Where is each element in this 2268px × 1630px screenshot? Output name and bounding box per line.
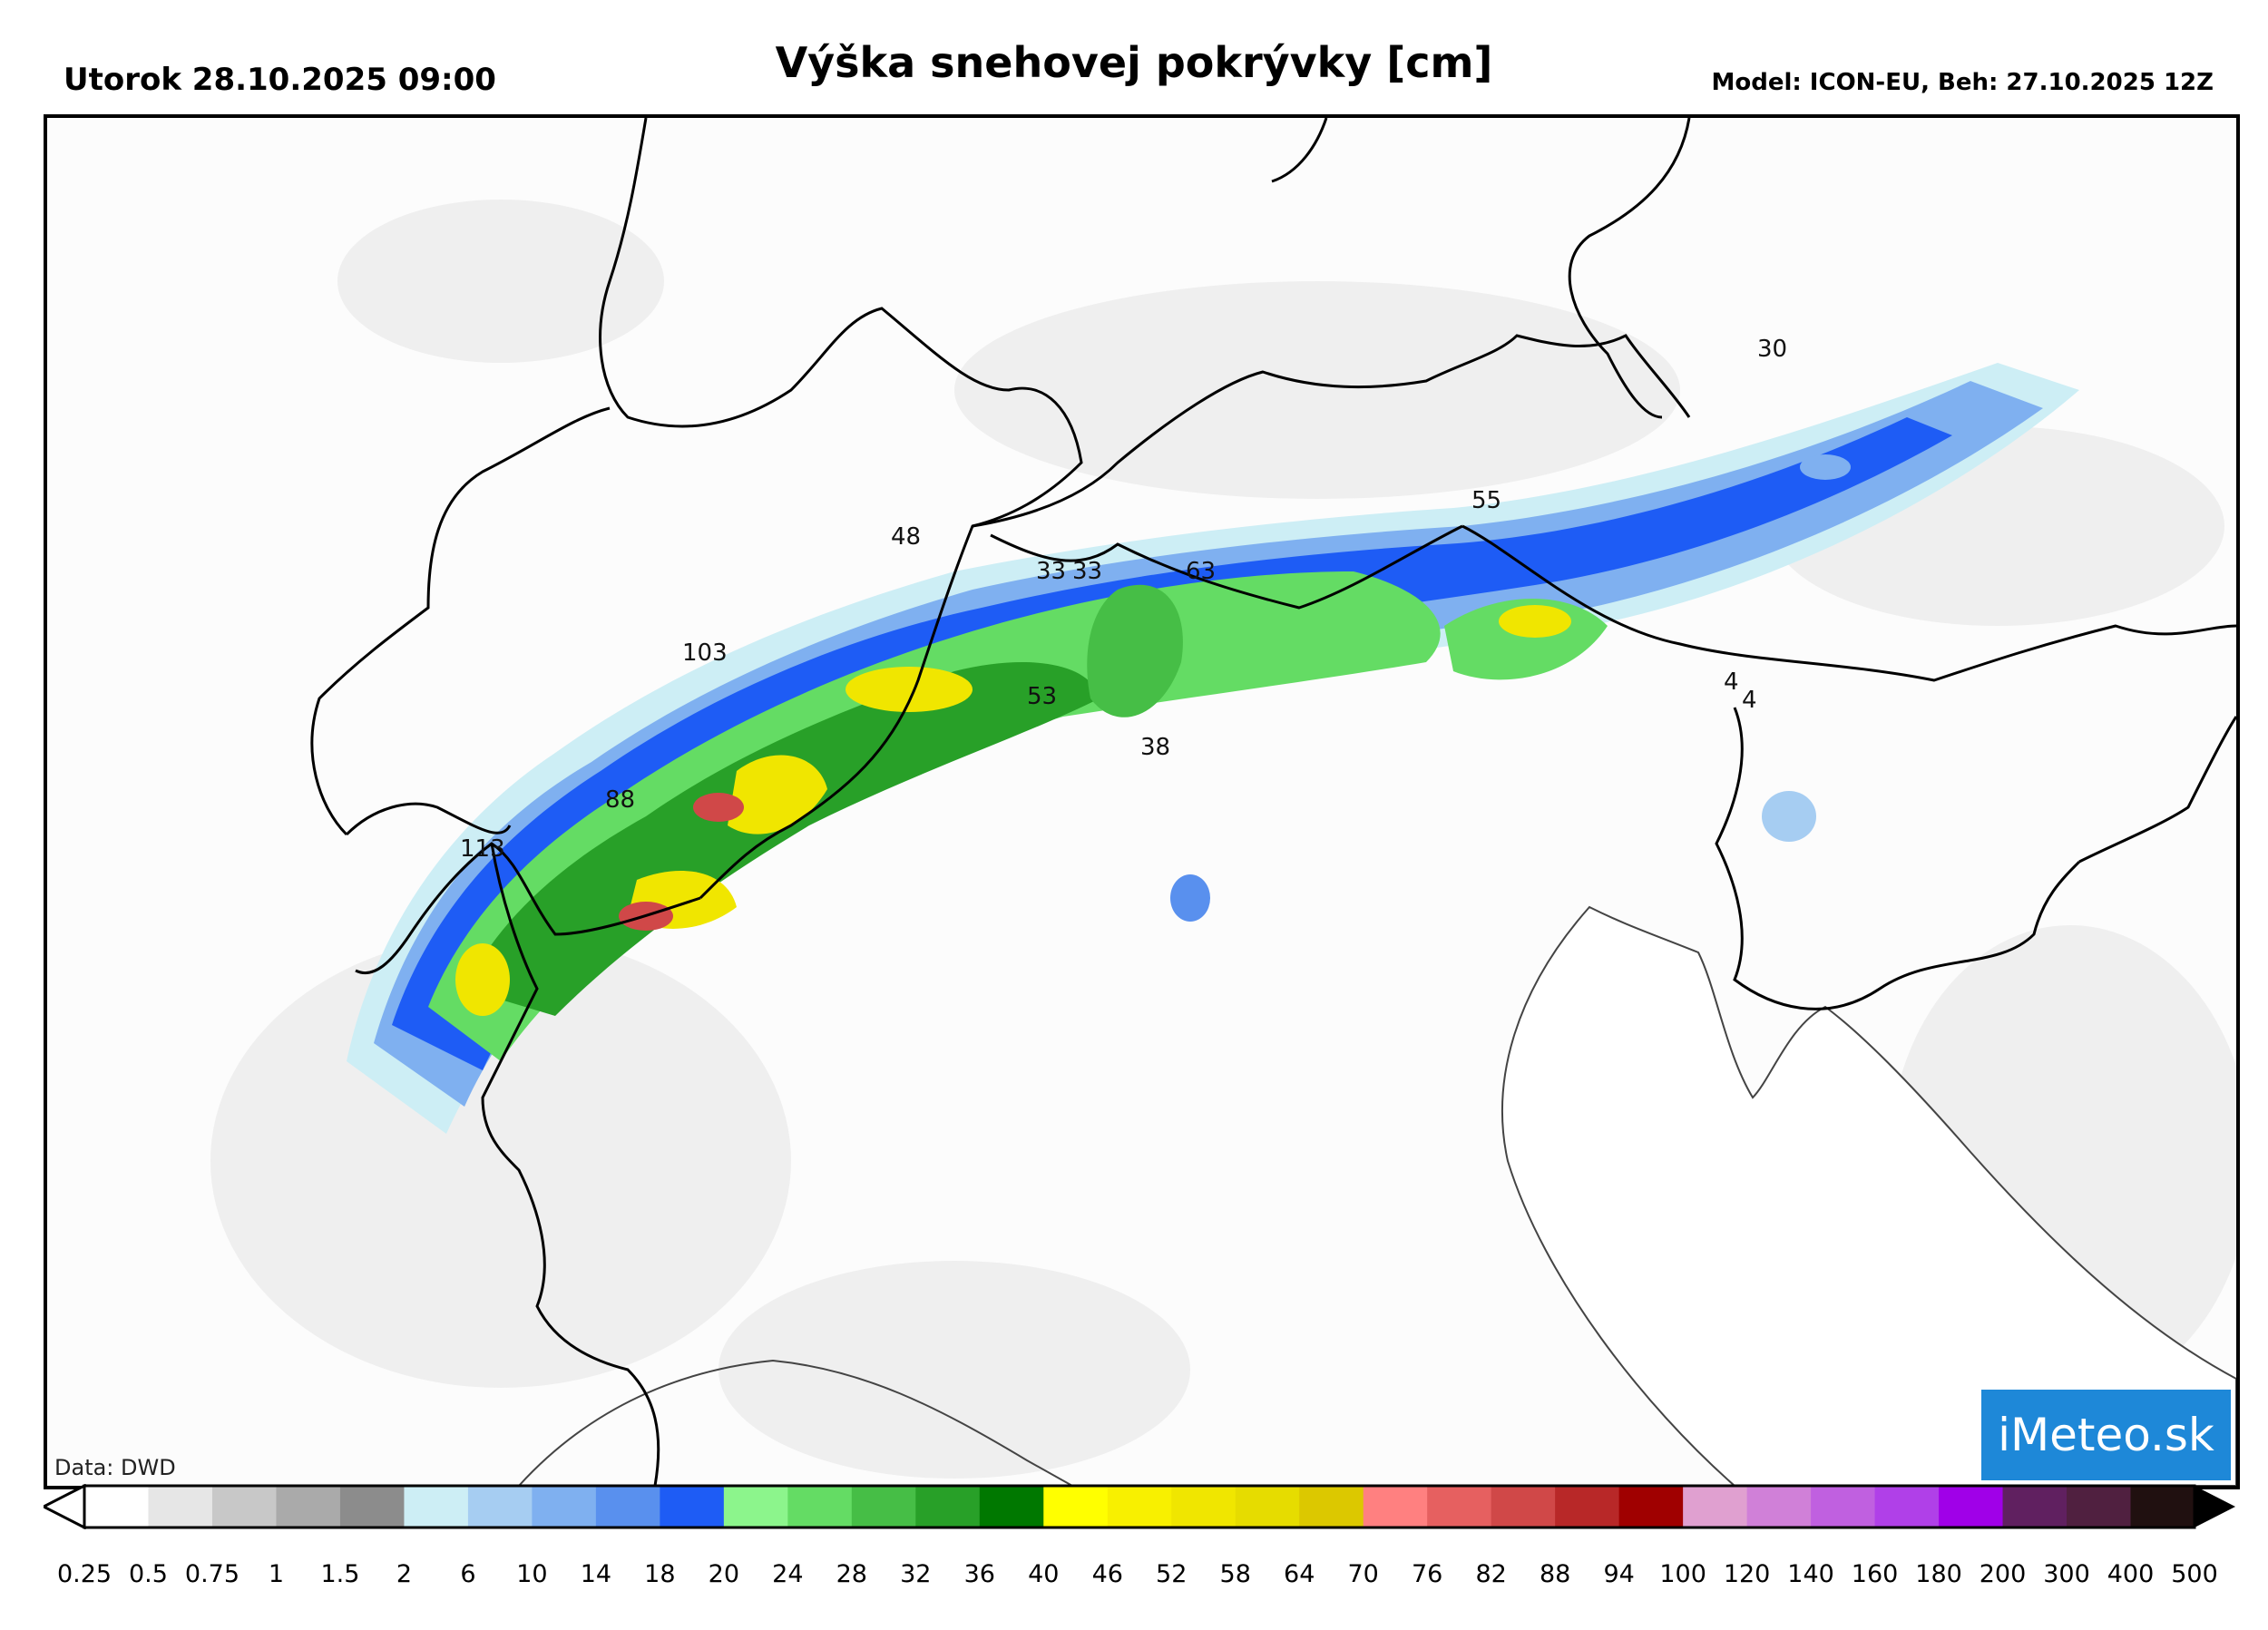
country-borders-west bbox=[310, 406, 701, 1486]
colorbar-tick-label: 46 bbox=[1091, 1560, 1123, 1588]
colorbar-tick-label: 140 bbox=[1787, 1560, 1834, 1588]
colorbar-segment bbox=[1299, 1486, 1364, 1528]
colorbar-tick-label: 18 bbox=[644, 1560, 676, 1588]
colorbar-segment bbox=[915, 1486, 981, 1528]
country-borders bbox=[599, 118, 2236, 1010]
colorbar-tick-label: 400 bbox=[2107, 1560, 2155, 1588]
colorbar-segment bbox=[787, 1486, 853, 1528]
colorbar-segment bbox=[979, 1486, 1044, 1528]
colorbar-segment bbox=[2067, 1486, 2132, 1528]
value-label: 113 bbox=[460, 835, 505, 863]
colorbar-segment bbox=[1874, 1486, 1940, 1528]
colorbar-tick-label: 70 bbox=[1347, 1560, 1379, 1588]
colorbar-segment bbox=[723, 1486, 788, 1528]
value-label: 33 bbox=[1072, 558, 1102, 585]
colorbar-segment bbox=[1618, 1486, 1684, 1528]
colorbar-arrow-left bbox=[44, 1484, 86, 1529]
model-run-label: Model: ICON-EU, Beh: 27.10.2025 12Z bbox=[1711, 69, 2214, 96]
colorbar-segment bbox=[660, 1486, 725, 1528]
colorbar-segment bbox=[467, 1486, 533, 1528]
colorbar-tick-label: 82 bbox=[1475, 1560, 1507, 1588]
colorbar-tick-label: 64 bbox=[1284, 1560, 1315, 1588]
colorbar-tick-label: 500 bbox=[2171, 1560, 2218, 1588]
colorbar-arrow-right bbox=[2195, 1486, 2235, 1528]
value-label: 103 bbox=[682, 639, 728, 667]
colorbar-tick-label: 14 bbox=[580, 1560, 612, 1588]
colorbar-tick-label: 10 bbox=[516, 1560, 548, 1588]
colorbar-tick-label: 28 bbox=[836, 1560, 867, 1588]
colorbar-tick-label: 6 bbox=[460, 1560, 476, 1588]
colorbar-segment bbox=[1107, 1486, 1172, 1528]
colorbar-tick-label: 94 bbox=[1603, 1560, 1635, 1588]
snow-depth-map: 103 88 113 48 33 33 63 55 30 4 4 38 53 D… bbox=[44, 114, 2240, 1489]
data-credit: Data: DWD bbox=[54, 1455, 176, 1480]
colorbar-tick-label: 20 bbox=[708, 1560, 740, 1588]
map-title: Výška snehovej pokrývky [cm] bbox=[775, 38, 1493, 87]
value-label: 4 bbox=[1742, 687, 1757, 714]
value-label: 33 bbox=[1036, 558, 1066, 585]
colorbar-segment bbox=[1363, 1486, 1428, 1528]
colorbar-segment bbox=[1939, 1486, 2004, 1528]
colorbar-tick-label: 88 bbox=[1539, 1560, 1571, 1588]
colorbar-segment bbox=[1491, 1486, 1556, 1528]
colorbar-tick-label: 100 bbox=[1659, 1560, 1706, 1588]
colorbar-tick-label: 0.25 bbox=[56, 1560, 112, 1588]
colorbar-segment bbox=[2130, 1486, 2195, 1528]
colorbar-segment bbox=[1171, 1486, 1237, 1528]
colorbar-tick-label: 58 bbox=[1219, 1560, 1251, 1588]
colorbar-segment bbox=[148, 1486, 213, 1528]
colorbar-segment bbox=[1555, 1486, 1620, 1528]
colorbar-tick-label: 32 bbox=[900, 1560, 932, 1588]
value-labels: 103 88 113 48 33 33 63 55 30 4 4 38 53 bbox=[460, 336, 1787, 863]
colorbar bbox=[44, 1484, 2235, 1529]
colorbar-tick-label: 180 bbox=[1915, 1560, 1962, 1588]
value-label: 55 bbox=[1471, 487, 1501, 514]
value-label: 4 bbox=[1724, 669, 1739, 696]
colorbar-segment bbox=[84, 1486, 149, 1528]
colorbar-segment bbox=[404, 1486, 469, 1528]
colorbar-segment bbox=[1043, 1486, 1109, 1528]
value-label: 38 bbox=[1140, 734, 1170, 761]
colorbar-tick-label: 160 bbox=[1851, 1560, 1899, 1588]
colorbar-tick-label: 0.75 bbox=[184, 1560, 240, 1588]
colorbar-tick-label: 40 bbox=[1028, 1560, 1060, 1588]
colorbar-tick-label: 1 bbox=[268, 1560, 285, 1588]
colorbar-tick-label: 24 bbox=[772, 1560, 804, 1588]
value-label: 88 bbox=[605, 786, 635, 814]
colorbar-segment bbox=[276, 1486, 341, 1528]
colorbar-segment bbox=[1746, 1486, 1812, 1528]
colorbar-segment bbox=[532, 1486, 597, 1528]
colorbar-tick-label: 52 bbox=[1156, 1560, 1188, 1588]
imeteo-logo[interactable]: iMeteo.sk bbox=[1981, 1390, 2231, 1480]
map-canvas: 103 88 113 48 33 33 63 55 30 4 4 38 53 bbox=[210, 118, 2236, 1486]
adriatic-sea bbox=[1501, 905, 2236, 1486]
colorbar-segment bbox=[1811, 1486, 1876, 1528]
colorbar-tick-label: 120 bbox=[1723, 1560, 1771, 1588]
colorbar-tick-label: 0.5 bbox=[129, 1560, 168, 1588]
value-label: 48 bbox=[891, 523, 921, 551]
value-label: 30 bbox=[1757, 336, 1787, 363]
colorbar-tick-label: 36 bbox=[963, 1560, 995, 1588]
colorbar-segment bbox=[595, 1486, 660, 1528]
colorbar-segment bbox=[851, 1486, 916, 1528]
colorbar-segment bbox=[1427, 1486, 1492, 1528]
value-label: 53 bbox=[1027, 683, 1057, 710]
colorbar-segment bbox=[1235, 1486, 1300, 1528]
colorbar-tick-label: 300 bbox=[2043, 1560, 2090, 1588]
colorbar-tick-label: 1.5 bbox=[320, 1560, 360, 1588]
colorbar-segment bbox=[1683, 1486, 1748, 1528]
colorbar-tick-label: 200 bbox=[1979, 1560, 2027, 1588]
colorbar-segment bbox=[2002, 1486, 2068, 1528]
colorbar-segment bbox=[339, 1486, 405, 1528]
snow-depth-field bbox=[347, 363, 2079, 1134]
ligurian-coast bbox=[518, 1359, 1073, 1486]
value-label: 63 bbox=[1186, 558, 1216, 585]
forecast-datetime: Utorok 28.10.2025 09:00 bbox=[64, 62, 496, 98]
colorbar-tick-label: 76 bbox=[1411, 1560, 1443, 1588]
colorbar-segment bbox=[211, 1486, 277, 1528]
colorbar-tick-label: 2 bbox=[396, 1560, 413, 1588]
